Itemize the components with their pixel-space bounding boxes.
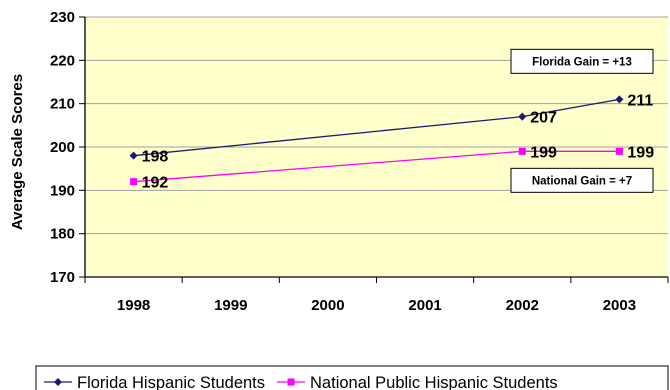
- annotation-box-1: [510, 48, 654, 74]
- annotation-box-2: [510, 167, 654, 193]
- x-tick-label-2000: 2000: [311, 297, 344, 314]
- data-label-florida-hispanic-students-2002: 207: [530, 110, 557, 127]
- legend-marker-national-public-hispanic-students: [287, 378, 295, 386]
- data-label-national-public-hispanic-students-2002: 199: [530, 144, 557, 161]
- legend-label-florida-hispanic-students: Florida Hispanic Students: [77, 374, 265, 390]
- y-tick-label-170: 170: [50, 269, 75, 286]
- point-florida-hispanic-students-1998: [129, 151, 138, 160]
- point-national-public-hispanic-students-2002: [518, 147, 526, 155]
- x-tick-label-2002: 2002: [506, 297, 539, 314]
- y-tick-label-210: 210: [50, 96, 75, 113]
- y-tick-label-230: 230: [50, 9, 75, 26]
- legend: [35, 365, 669, 390]
- data-label-florida-hispanic-students-1998: 198: [142, 149, 169, 166]
- data-label-florida-hispanic-students-2003: 211: [627, 92, 653, 109]
- y-axis-title: Average Scale Scores: [9, 74, 26, 230]
- point-national-public-hispanic-students-2003: [615, 147, 623, 155]
- data-label-national-public-hispanic-students-1998: 192: [142, 175, 169, 192]
- y-tick-label-200: 200: [50, 139, 75, 156]
- x-tick-label-1998: 1998: [117, 297, 150, 314]
- annotation-text-2: National Gain = +7: [532, 175, 632, 187]
- y-tick-label-180: 180: [50, 226, 75, 243]
- x-tick-label-2003: 2003: [603, 297, 636, 314]
- point-national-public-hispanic-students-1998: [130, 178, 138, 186]
- y-tick-label-190: 190: [50, 182, 75, 199]
- point-florida-hispanic-students-2002: [518, 112, 527, 121]
- x-tick-label-2001: 2001: [408, 297, 441, 314]
- legend-label-national-public-hispanic-students: National Public Hispanic Students: [310, 374, 558, 390]
- point-florida-hispanic-students-2003: [615, 95, 624, 104]
- legend-marker-florida-hispanic-students: [54, 378, 62, 386]
- y-tick-label-220: 220: [50, 52, 75, 69]
- annotation-text-1: Florida Gain = +13: [532, 56, 632, 68]
- x-tick-label-1999: 1999: [214, 297, 247, 314]
- data-label-national-public-hispanic-students-2003: 199: [627, 144, 654, 161]
